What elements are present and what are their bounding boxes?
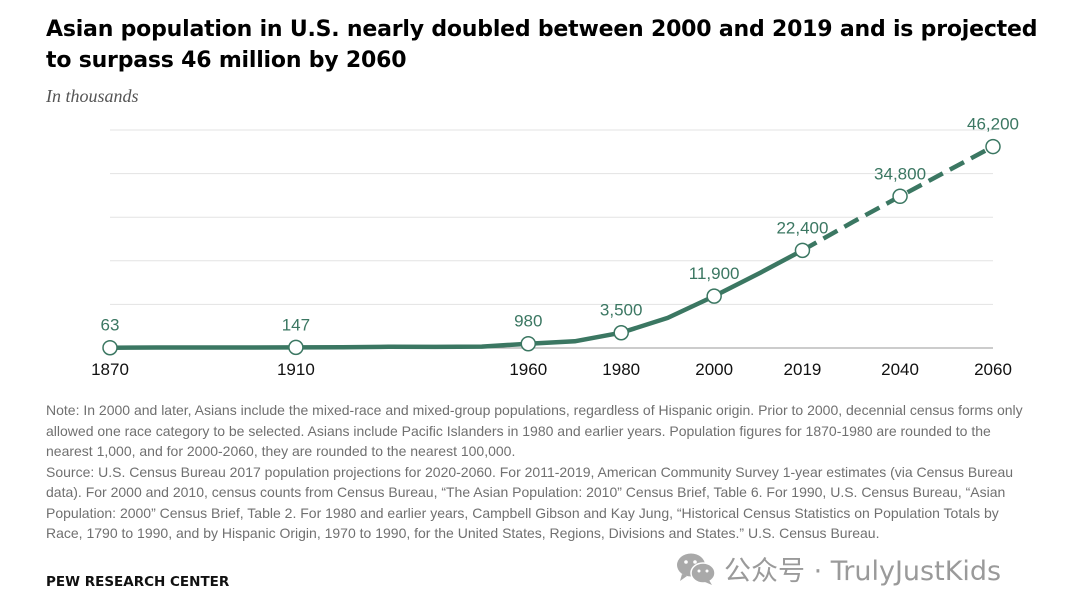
footer-org: PEW RESEARCH CENTER bbox=[46, 574, 230, 590]
watermark-text: 公众号 · TrulyJustKids bbox=[724, 556, 1002, 587]
notes-block: Note: In 2000 and later, Asians include … bbox=[46, 400, 1036, 544]
data-label-1980: 3,500 bbox=[600, 301, 643, 320]
data-point-2000 bbox=[706, 288, 722, 304]
note-text: Note: In 2000 and later, Asians include … bbox=[46, 402, 1023, 459]
data-label-2019: 22,400 bbox=[776, 218, 828, 237]
x-tick-label-2040: 2040 bbox=[881, 360, 919, 379]
x-tick-label-1980: 1980 bbox=[602, 360, 640, 379]
line-chart: 1870 1910 1960 1980 2000 2019 2040 2060 63 147 980… bbox=[91, 115, 1019, 379]
data-label-1870: 63 bbox=[101, 316, 120, 335]
x-tick-label-2060: 2060 bbox=[974, 360, 1012, 379]
data-point-1870 bbox=[102, 339, 118, 356]
wechat-icon bbox=[677, 553, 716, 585]
data-label-1910: 147 bbox=[282, 315, 310, 334]
data-point-2040 bbox=[892, 188, 908, 205]
series-line-actual bbox=[107, 248, 805, 350]
data-label-2000: 11,900 bbox=[689, 264, 740, 283]
data-point-2060 bbox=[985, 138, 1001, 155]
data-label-2040: 34,800 bbox=[874, 164, 926, 183]
data-point-1980 bbox=[613, 324, 629, 341]
data-label-1960: 980 bbox=[514, 312, 542, 331]
x-tick-label-1960: 1960 bbox=[509, 360, 547, 379]
chart-title: Asian population in U.S. nearly doubled … bbox=[46, 17, 1038, 73]
x-tick-label-1910: 1910 bbox=[277, 360, 315, 379]
source-text: Source: U.S. Census Bureau 2017 populati… bbox=[46, 463, 1014, 542]
data-point-1910 bbox=[288, 339, 304, 356]
data-point-2019 bbox=[794, 242, 811, 259]
chart-subtitle: In thousands bbox=[46, 86, 139, 106]
data-point-1960 bbox=[520, 335, 537, 352]
data-label-2060: 46,200 bbox=[967, 115, 1019, 134]
x-tick-label-2000: 2000 bbox=[695, 360, 733, 379]
watermark: 公众号 · TrulyJustKids bbox=[676, 549, 1001, 588]
x-tick-label-2019: 2019 bbox=[784, 360, 822, 379]
x-tick-label-1870: 1870 bbox=[91, 360, 129, 379]
